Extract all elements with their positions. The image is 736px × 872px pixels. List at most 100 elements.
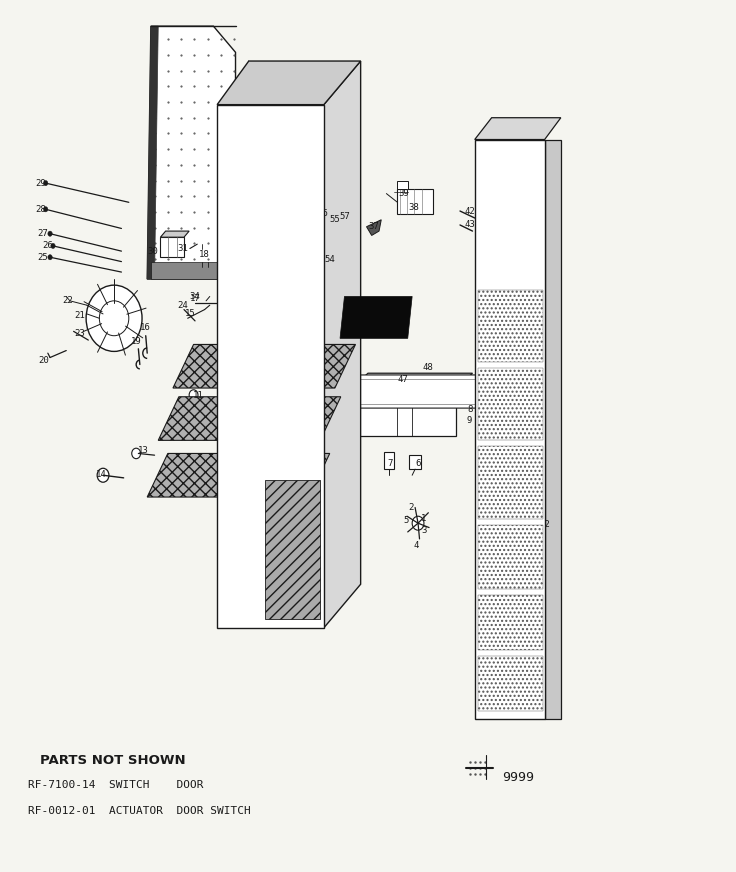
Text: 42: 42: [464, 207, 475, 215]
Bar: [486, 150, 541, 202]
Polygon shape: [324, 61, 361, 628]
Circle shape: [48, 231, 52, 236]
Polygon shape: [217, 61, 361, 105]
Bar: [199, 249, 215, 262]
Text: 19: 19: [131, 337, 141, 346]
Polygon shape: [151, 262, 236, 279]
Text: 59: 59: [504, 589, 514, 597]
Text: 36: 36: [302, 282, 313, 290]
Polygon shape: [475, 118, 561, 140]
Text: 21: 21: [74, 311, 85, 320]
Text: 18: 18: [199, 250, 210, 259]
Polygon shape: [147, 26, 158, 279]
Circle shape: [189, 390, 198, 400]
Bar: [478, 368, 543, 440]
Text: 52: 52: [539, 521, 550, 529]
Polygon shape: [158, 397, 341, 440]
Bar: [305, 250, 326, 266]
Bar: [384, 452, 394, 469]
Polygon shape: [160, 237, 184, 257]
Text: 38: 38: [408, 203, 419, 212]
Circle shape: [86, 285, 142, 351]
Text: 60: 60: [501, 706, 512, 715]
Text: 9: 9: [467, 416, 473, 425]
Text: 4: 4: [414, 542, 420, 550]
Text: 9999: 9999: [502, 772, 534, 784]
Polygon shape: [340, 296, 412, 338]
Polygon shape: [147, 453, 330, 497]
Polygon shape: [515, 331, 528, 340]
Text: 27: 27: [38, 229, 48, 238]
Text: 43: 43: [464, 221, 475, 229]
Text: 11: 11: [194, 391, 204, 399]
Bar: [482, 145, 542, 208]
Bar: [397, 189, 433, 214]
Text: 29: 29: [35, 179, 46, 187]
Bar: [478, 148, 541, 713]
Text: 61: 61: [494, 630, 504, 639]
Polygon shape: [173, 344, 355, 388]
Text: 6: 6: [415, 460, 421, 468]
Text: 57: 57: [339, 212, 350, 221]
Polygon shape: [475, 140, 545, 719]
Polygon shape: [352, 388, 456, 436]
Bar: [478, 656, 543, 711]
Text: 39: 39: [398, 189, 408, 198]
Text: 50: 50: [514, 449, 524, 458]
Polygon shape: [545, 140, 561, 719]
Text: 20: 20: [39, 356, 49, 364]
Text: RF-0012-01  ACTUATOR  DOOR SWITCH: RF-0012-01 ACTUATOR DOOR SWITCH: [28, 806, 251, 816]
Circle shape: [132, 448, 141, 459]
Text: 44: 44: [381, 308, 392, 317]
Text: 12: 12: [219, 506, 230, 514]
Circle shape: [503, 278, 515, 292]
Text: 37: 37: [369, 222, 379, 231]
Text: 1: 1: [420, 514, 426, 523]
Text: 35: 35: [302, 268, 313, 276]
Text: 45: 45: [506, 275, 517, 283]
Text: 48: 48: [423, 364, 434, 372]
Text: 2: 2: [408, 503, 414, 512]
Text: 30: 30: [148, 247, 158, 255]
Text: 49: 49: [506, 390, 517, 399]
Bar: [397, 181, 408, 189]
Text: 16: 16: [141, 323, 151, 331]
Bar: [414, 391, 454, 434]
Text: 51: 51: [526, 449, 537, 458]
Text: 46: 46: [514, 323, 524, 331]
Polygon shape: [409, 455, 421, 469]
Polygon shape: [217, 105, 324, 628]
Text: 13: 13: [138, 446, 149, 455]
Text: 41: 41: [298, 316, 308, 324]
Circle shape: [43, 181, 48, 186]
Circle shape: [412, 516, 424, 530]
Text: 14: 14: [96, 470, 107, 479]
Text: 23: 23: [74, 329, 85, 337]
Polygon shape: [352, 373, 473, 388]
Text: 17: 17: [190, 294, 200, 303]
Text: 34: 34: [190, 292, 200, 301]
Circle shape: [43, 207, 48, 212]
Text: 54: 54: [325, 255, 335, 264]
Polygon shape: [514, 321, 527, 330]
Text: RF-7100-14  SWITCH    DOOR: RF-7100-14 SWITCH DOOR: [28, 780, 203, 790]
Bar: [478, 446, 543, 519]
Bar: [344, 215, 351, 225]
Circle shape: [99, 301, 129, 336]
Text: 31: 31: [177, 244, 188, 253]
Text: 22: 22: [63, 296, 73, 305]
Text: 10: 10: [256, 419, 266, 427]
Bar: [478, 525, 543, 589]
Polygon shape: [344, 375, 502, 408]
Text: PARTS NOT SHOWN: PARTS NOT SHOWN: [40, 754, 186, 766]
Bar: [328, 209, 341, 225]
Text: 58: 58: [504, 606, 514, 615]
Text: 25: 25: [38, 253, 48, 262]
Text: 15: 15: [185, 310, 195, 318]
Circle shape: [97, 468, 109, 482]
Text: 55: 55: [330, 215, 340, 224]
Circle shape: [51, 243, 55, 249]
Polygon shape: [160, 231, 189, 237]
Text: 26: 26: [43, 242, 53, 250]
Text: 3: 3: [421, 526, 427, 535]
